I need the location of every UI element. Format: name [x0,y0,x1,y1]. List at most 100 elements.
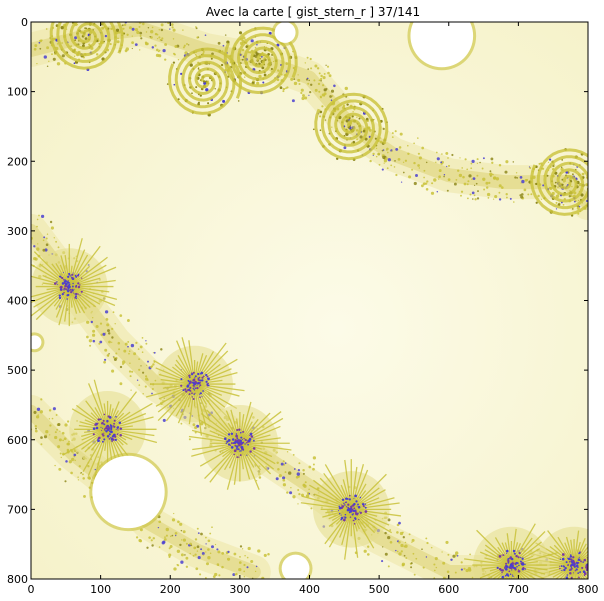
y-tick-label: 100 [7,86,28,99]
fractal-speck [156,33,159,36]
fractal-speck [131,47,133,50]
node-ray [239,442,276,465]
node-ray [188,435,240,444]
x-tick-label: 600 [438,583,459,596]
x-tick-label: 700 [508,583,529,596]
node-speck [245,441,248,444]
fractal-speck [151,544,154,547]
node-speck [518,564,520,567]
fractal-speck [182,530,186,534]
fractal-speck [468,592,470,594]
fractal-speck [101,26,105,30]
fractal-speck [459,157,461,159]
node-speck [194,387,197,390]
fractal-speck [43,236,46,239]
fractal-speck [453,182,457,186]
fractal-speck [387,565,390,568]
spiral-speck [261,66,265,70]
fractal-speck [408,533,411,536]
node-ray [107,428,130,458]
fractal-speck [401,563,405,567]
node-speck [364,506,367,509]
fractal-speck [157,50,160,53]
fractal-speck [396,531,399,534]
node-ray [350,509,375,549]
fractal-speck [384,552,388,556]
node-speck [206,375,209,378]
fractal-speck [88,43,91,46]
fractal-speck [174,531,178,535]
fractal-speck [119,314,123,317]
fractal-speck [493,176,497,180]
node-speck [355,500,358,503]
node-ray [313,493,352,510]
node-ray [193,353,204,385]
fractal-speck [519,176,523,179]
node-ray [155,383,195,407]
fractal-speck [487,582,489,584]
fractal-speck [543,586,546,589]
fractal-speck [40,398,43,401]
spiral-speck [173,83,176,86]
node-speck [98,436,101,440]
node-ray [239,412,271,444]
fractal-speck [391,150,393,152]
fractal-speck [139,49,141,51]
fractal-speck [592,182,594,184]
node-speck [66,289,68,291]
fractal-speck [52,407,56,411]
fractal-speck [489,586,492,589]
node-ray [175,383,196,417]
node-speck [585,566,588,569]
node-speck [569,572,572,575]
node-speck [356,505,358,507]
node-speck [101,429,103,431]
node-speck [346,497,349,500]
fractal-speck [468,568,472,572]
fractal-speck [433,178,437,182]
node-speck [109,431,112,433]
node-ray [328,509,352,548]
interior-disk [92,455,165,529]
node-speck [108,433,111,436]
spiral-arm [168,54,236,115]
fractal-speck [135,536,139,539]
node-speck [68,283,71,286]
fractal-speck [387,158,391,162]
fractal-speck [379,140,383,144]
fractal-speck [317,82,321,86]
node-speck [501,571,503,574]
fractal-speck [43,55,47,59]
node-speck [191,396,193,398]
fractal-speck [413,573,416,576]
fractal-speck [438,178,440,180]
fractal-speck [463,567,466,570]
fractal-speck [552,164,555,168]
fractal-speck [162,48,166,53]
fractal-speck [168,553,172,557]
fractal-speck [131,41,135,45]
fractal-speck [324,89,327,91]
fractal-speck [188,438,191,441]
fractal-speck [161,541,165,545]
fractal-speck [107,329,110,333]
fractal-speck [112,311,115,314]
fractal-speck [46,46,50,50]
node-speck [103,438,106,441]
fractal-speck [425,556,428,558]
fractal-speck [383,159,388,163]
fractal-speck [119,365,123,369]
node-speck [343,516,345,518]
fractal-speck [95,53,99,56]
node-speck [571,564,574,567]
spiral-speck [352,140,356,144]
node-speck [579,571,581,573]
fractal-speck [599,218,600,219]
node-speck [571,561,574,564]
fractal-speck [594,211,596,213]
node-speck [92,433,95,436]
fractal-speck [133,11,136,14]
node-ray [153,359,195,385]
node-ray [177,354,196,385]
fractal-speck [396,523,400,527]
